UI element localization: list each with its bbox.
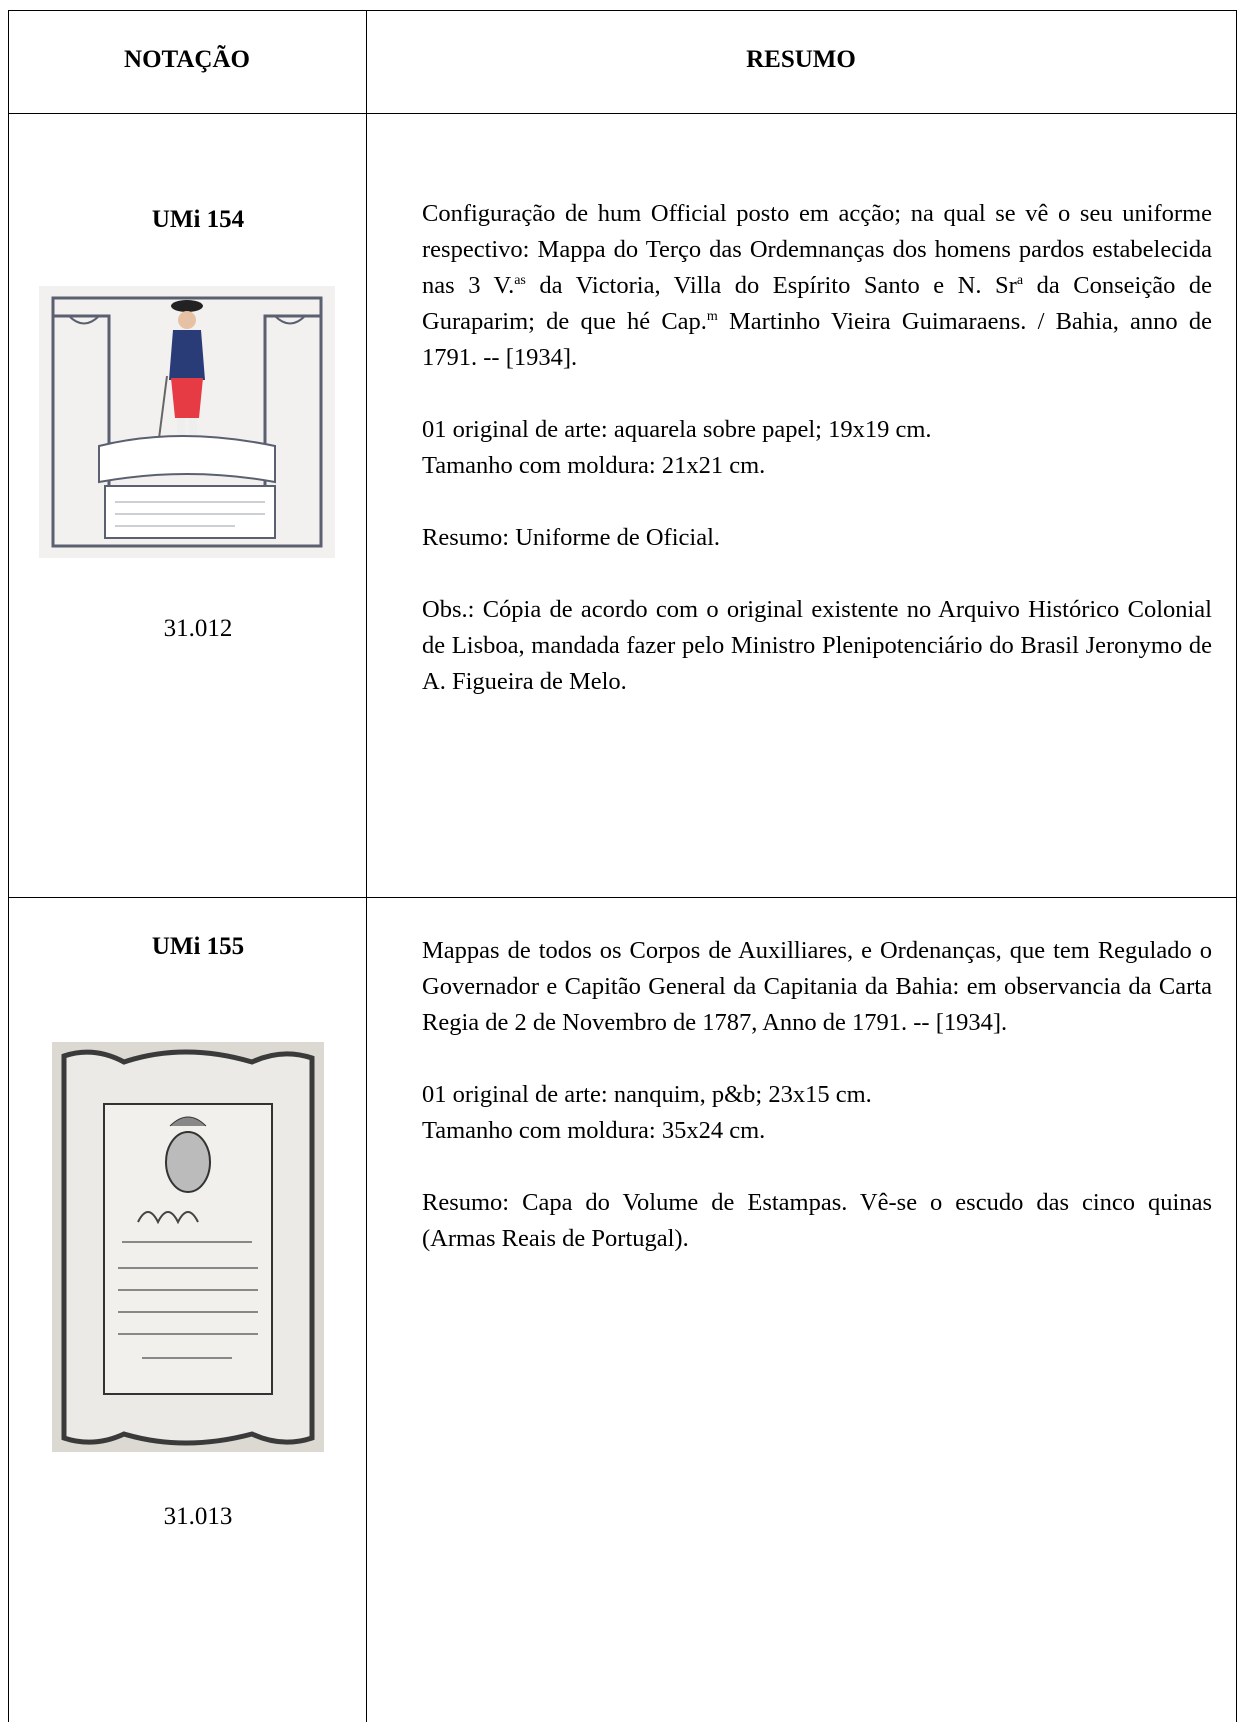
text: da Conseição de Guraparim; de que hé Cap… [422,272,1212,335]
paragraph: 01 original de arte: nanquim, p&b; 23x15… [422,1077,1212,1149]
notation-code: UMi 154 [151,206,245,233]
notation-number: 31.012 [163,615,233,642]
paragraph: 01 original de arte: aquarela sobre pape… [422,412,1212,484]
table-border [8,10,1237,11]
paragraph: Resumo: Capa do Volume de Estampas. Vê-s… [422,1185,1212,1257]
superscript: m [706,309,718,324]
table-border [8,10,9,1722]
superscript: a [1016,273,1024,288]
paragraph: Mappas de todos os Corpos de Auxilliares… [422,933,1212,1041]
paragraph: Configuração de hum Official posto em ac… [422,196,1212,376]
header-cell: RESUMO [746,46,856,73]
table-border [8,113,1237,114]
text: Martinho Vieira Guimaraens. / Bahia, ann… [422,308,1212,371]
summary-text: Mappas de todos os Corpos de Auxilliares… [422,933,1212,1293]
text: Tamanho com moldura: 21x21 cm. [422,452,766,479]
table-border [8,897,1237,898]
paragraph: Obs.: Cópia de acordo com o original exi… [422,592,1212,700]
text: Tamanho com moldura: 35x24 cm. [422,1117,766,1144]
artwork-image [39,286,335,558]
text: 01 original de arte: aquarela sobre pape… [422,416,932,443]
notation-number: 31.013 [163,1503,233,1530]
text: Resumo: Uniforme de Oficial. [422,524,721,551]
table-border [1236,10,1237,1722]
text: Obs.: Cópia de acordo com o original exi… [422,596,1212,695]
text: Configuração de hum Official posto em ac… [422,200,1212,299]
text: Resumo: Capa do Volume de Estampas. Vê-s… [422,1189,1212,1252]
table-border [366,10,367,1722]
header-cell: NOTAÇÃO [124,46,250,73]
notation-code: UMi 155 [151,933,245,960]
text: 01 original de arte: nanquim, p&b; 23x15… [422,1081,872,1108]
text: da Victoria, Villa do Espírito Santo e N… [525,272,1017,299]
paragraph: Resumo: Uniforme de Oficial. [422,520,1212,556]
superscript: as [514,273,526,288]
artwork-image [52,1042,324,1452]
summary-text: Configuração de hum Official posto em ac… [422,196,1212,736]
text: Mappas de todos os Corpos de Auxilliares… [422,937,1212,1036]
